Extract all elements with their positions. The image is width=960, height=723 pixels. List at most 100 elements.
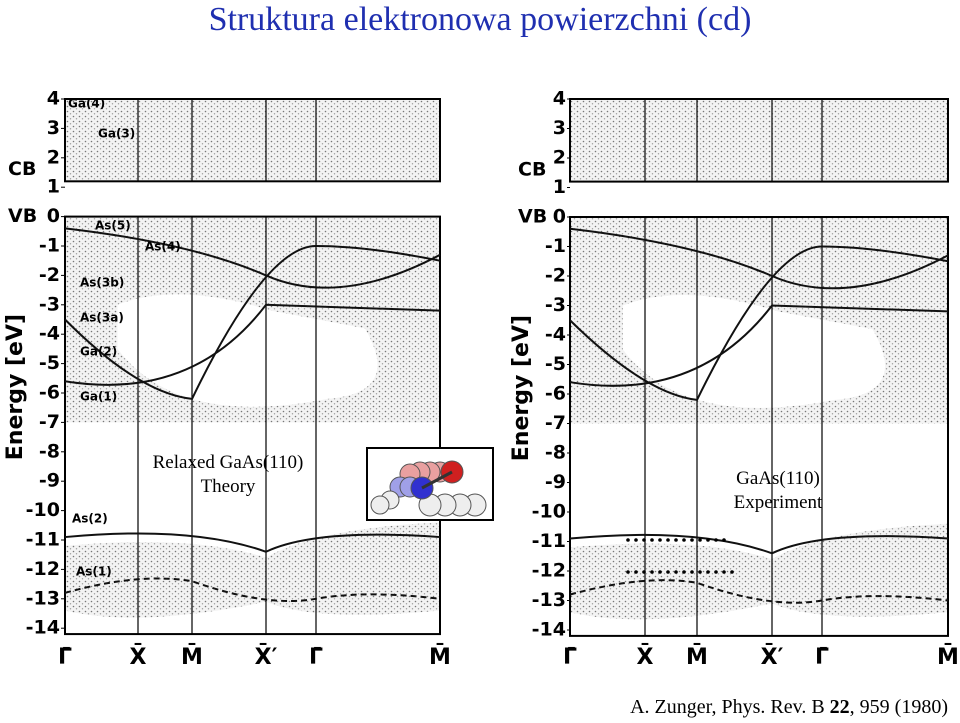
band [64,303,441,386]
y-tick-label: -12 [532,560,566,582]
slide-title: Struktura elektronowa powierzchni (cd) [209,1,752,38]
k-point-label: M̄ [429,644,451,670]
panel-caption: Relaxed GaAs(110) [153,452,304,473]
exp-point [706,570,710,574]
exp-point [658,570,662,574]
k-point-label: X̄ [637,644,654,670]
panel-caption: Experiment [734,492,823,513]
exp-point [666,570,670,574]
y-tick-label: -6 [39,382,60,404]
y-tick-label: -11 [26,529,60,551]
panel-caption: Theory [201,476,256,497]
exp-point [626,570,630,574]
y-tick-label: -3 [39,293,60,315]
k-point-label: X̄′ [255,644,278,670]
state-label: As(1) [76,565,112,579]
y-axis-label: Energy [eV] [3,314,28,460]
exp-point [690,570,694,574]
y-tick-label: -1 [39,235,60,257]
citation-text: A. Zunger, Phys. Rev. B [630,696,830,718]
y-tick-label: 0 [553,206,566,228]
k-point-label: X̄′ [761,644,784,670]
y-tick-label: 3 [47,117,60,139]
k-point-label: Γ̄ [309,645,323,670]
y-tick-label: -1 [545,235,566,257]
state-label: As(5) [95,219,131,233]
exp-point [674,538,678,542]
exp-point [722,570,726,574]
y-tick-label: -2 [545,265,566,287]
vb-label: VB [518,206,547,228]
citation: A. Zunger, Phys. Rev. B 22, 959 (1980) [630,696,948,718]
y-tick-label: -8 [545,442,566,464]
k-point-label: M̄ [181,644,203,670]
k-point-label: X̄ [130,644,147,670]
cb-label: CB [8,158,36,180]
exp-point [722,538,726,542]
exp-point [706,538,710,542]
state-label: Ga(4) [68,97,105,111]
y-tick-label: -13 [532,589,566,611]
exp-point [634,570,638,574]
y-tick-label: -4 [39,323,60,345]
state-label: As(3b) [80,276,124,290]
exp-point [682,538,686,542]
y-tick-label: 2 [553,147,566,169]
state-label: Ga(3) [98,127,135,141]
y-tick-label: -8 [39,440,60,462]
exp-point [666,538,670,542]
state-label: As(2) [72,512,108,526]
y-tick-label: 3 [553,117,566,139]
k-point-label: M̄ [686,644,708,670]
lower-region [570,523,948,620]
surface-model [366,447,494,521]
state-label: Ga(1) [80,390,117,404]
band [64,244,441,400]
y-tick-label: -14 [532,619,566,641]
y-tick-label: -9 [545,471,566,493]
y-tick-label: -6 [545,383,566,405]
y-tick-label: -13 [26,587,60,609]
y-tick-label: -5 [39,352,60,374]
band [64,532,441,553]
k-point-label: M̄ [937,644,959,670]
k-point-label: Γ̄ [563,645,577,670]
y-tick-label: 2 [47,146,60,168]
y-tick-label: 1 [47,176,60,198]
exp-point [698,570,702,574]
y-axis-label: Energy [eV] [509,315,534,461]
y-tick-label: -2 [39,264,60,286]
exp-point [642,570,646,574]
gap-region [117,294,378,407]
exp-point [698,538,702,542]
band [569,533,949,555]
y-tick-label: -5 [545,353,566,375]
exp-point [682,570,686,574]
exp-point [650,538,654,542]
k-point-label: Γ̄ [58,645,72,670]
band [569,227,949,290]
band [64,227,441,289]
y-tick-label: 4 [553,88,566,110]
vb-label: VB [8,205,37,227]
citation-volume: 22 [830,696,850,718]
band [64,577,441,603]
exp-point [714,538,718,542]
y-tick-label: -4 [545,324,566,346]
y-tick-label: 0 [47,205,60,227]
y-tick-label: -12 [26,558,60,580]
exp-point [658,538,662,542]
exp-point [690,538,694,542]
exp-point [626,538,630,542]
y-tick-label: -9 [39,470,60,492]
y-tick-label: -11 [532,530,566,552]
band [569,579,949,604]
exp-point [642,538,646,542]
state-label: As(4) [145,240,181,254]
band [569,245,949,401]
citation-text: , 959 (1980) [850,696,948,718]
cb-region [570,99,948,182]
y-tick-label: -7 [39,411,60,433]
y-tick-label: -7 [545,412,566,434]
